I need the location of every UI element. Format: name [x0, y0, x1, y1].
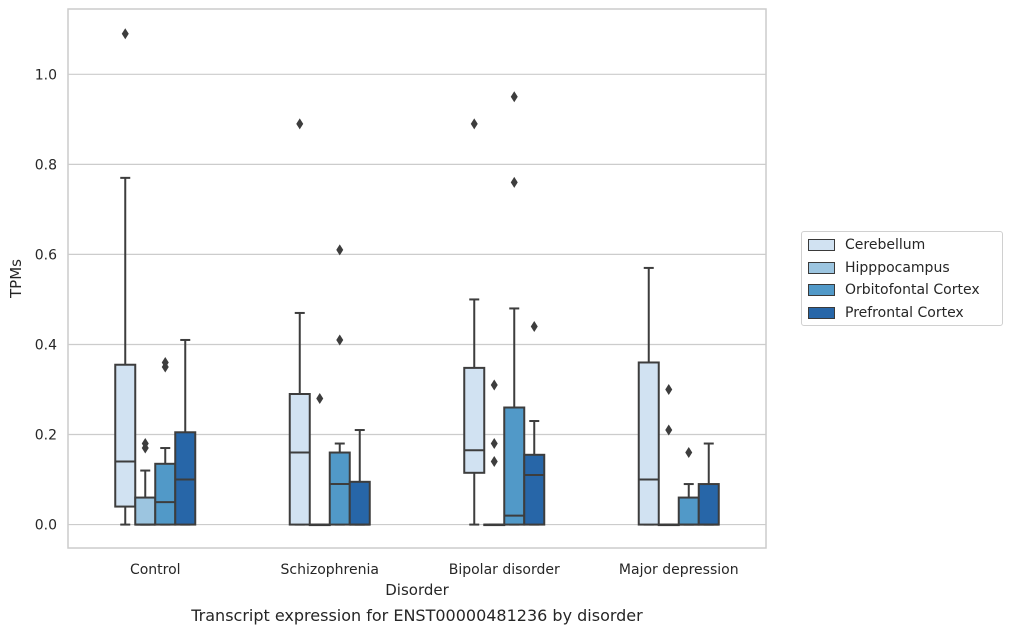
outlier-point — [141, 438, 149, 450]
legend-label: Cerebellum — [845, 237, 926, 253]
outlier-point — [336, 244, 344, 256]
box — [637, 361, 660, 526]
legend-swatch — [808, 239, 835, 251]
box — [697, 483, 720, 526]
legend-swatch — [808, 261, 835, 274]
box — [154, 462, 177, 526]
y-tick-label: 0.4 — [35, 337, 57, 353]
outlier-point — [336, 334, 344, 346]
legend-swatch — [808, 306, 835, 319]
legend-item: Cerebellum — [808, 235, 925, 255]
box — [114, 363, 137, 508]
outlier-point — [510, 176, 518, 188]
legend: Cerebellum Hipppocampus Orbitofontal Corte… — [801, 231, 1003, 326]
x-axis-label: Disorder — [385, 581, 449, 599]
outlier-point — [665, 424, 673, 436]
outlier-point — [510, 91, 518, 103]
chart-caption: Transcript expression for ENST0000048123… — [191, 606, 643, 625]
x-tick-label: Control — [130, 562, 181, 578]
outlier-point — [161, 356, 169, 368]
box — [288, 393, 311, 526]
box — [328, 451, 351, 526]
box — [463, 366, 486, 474]
box — [134, 496, 157, 526]
outlier-point — [296, 118, 304, 130]
x-tick-label: Bipolar disorder — [449, 562, 560, 578]
legend-label: Hipppocampus — [845, 259, 950, 276]
legend-label: Orbitofontal Cortex — [845, 282, 980, 298]
outlier-point — [490, 438, 498, 450]
outlier-point — [685, 447, 693, 459]
outlier-point — [490, 456, 498, 468]
outlier-point — [316, 393, 324, 405]
outlier-point — [490, 379, 498, 391]
box — [677, 496, 700, 526]
box — [523, 453, 546, 526]
outlier-point — [665, 383, 673, 395]
outlier-point — [121, 28, 129, 40]
y-axis-label: TPMs — [7, 259, 25, 299]
legend-item: Prefrontal Cortex — [808, 303, 964, 323]
legend-swatch — [808, 284, 835, 296]
box — [503, 406, 526, 526]
outlier-point — [470, 118, 478, 130]
legend-label: Prefrontal Cortex — [845, 304, 964, 321]
y-tick-label: 1.0 — [35, 67, 57, 83]
legend-item: Orbitofontal Cortex — [808, 280, 980, 300]
y-tick-label: 0.2 — [35, 428, 57, 444]
y-tick-label: 0.0 — [35, 518, 57, 534]
plot-frame — [67, 8, 767, 549]
outlier-point — [530, 320, 538, 332]
box — [174, 431, 197, 526]
x-tick-label: Major depression — [619, 562, 739, 578]
x-tick-label: Schizophrenia — [281, 562, 379, 578]
legend-item: Hipppocampus — [808, 258, 950, 278]
y-tick-label: 0.6 — [35, 247, 57, 263]
box — [348, 480, 371, 526]
y-tick-label: 0.8 — [35, 157, 57, 173]
